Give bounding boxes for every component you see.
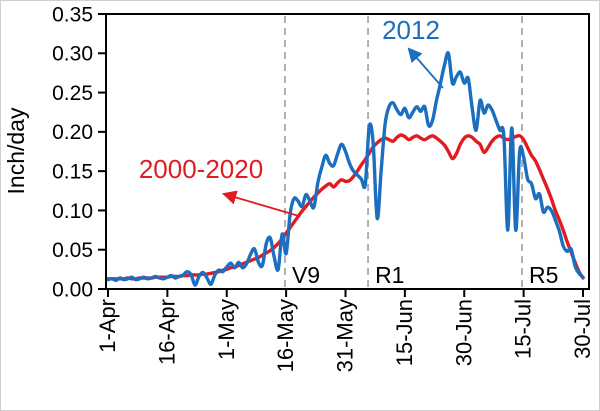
series-line-2012 <box>106 51 585 287</box>
y-axis-title: Inch/day <box>3 107 29 194</box>
y-tick-label: 0.00 <box>52 278 93 301</box>
stage-label-R5: R5 <box>529 262 558 288</box>
y-tick-label: 0.05 <box>52 239 93 262</box>
x-tick-label: 31-May <box>333 299 358 372</box>
y-tick-label: 0.10 <box>52 200 93 223</box>
annotation-arrow-2000-2020 <box>221 190 300 217</box>
annotation-arrow-2012 <box>407 47 444 89</box>
x-tick-label: 16-May <box>273 299 298 372</box>
x-tick-label: 30-Jun <box>451 299 476 366</box>
y-tick-label: 0.25 <box>52 82 93 105</box>
series-lines-group <box>106 51 585 287</box>
annotations-group: 2012 2000-2020 <box>139 15 444 217</box>
plot-frame-group <box>105 13 590 290</box>
y-tick-label: 0.20 <box>52 121 93 144</box>
annotation-label-2012: 2012 <box>382 15 440 45</box>
y-tick-label: 0.15 <box>52 160 93 183</box>
x-tick-label: 1-May <box>214 299 239 360</box>
x-tick-label: 16-Apr <box>154 299 179 365</box>
y-tick-label: 0.30 <box>52 43 93 66</box>
x-tick-label: 15-Jun <box>392 299 417 366</box>
stage-label-R1: R1 <box>375 262 404 288</box>
y-tick-label: 0.35 <box>52 3 93 26</box>
stage-labels-group: V9 R1 R5 <box>292 262 559 288</box>
stage-label-V9: V9 <box>292 262 320 288</box>
plot-border <box>105 13 590 290</box>
x-axis-group: 1-Apr 16-Apr 1-May 16-May 31-May 15-Jun 30-Jun… <box>95 289 595 372</box>
x-tick-label: 1-Apr <box>95 299 120 353</box>
annotation-label-2000-2020: 2000-2020 <box>139 154 263 184</box>
x-tick-label: 15-Jul <box>511 299 536 359</box>
x-tick-label: 30-Jul <box>570 299 595 359</box>
y-axis-group: 0.00 0.05 0.10 0.15 0.20 0.25 0.30 0.35 <box>52 3 106 301</box>
